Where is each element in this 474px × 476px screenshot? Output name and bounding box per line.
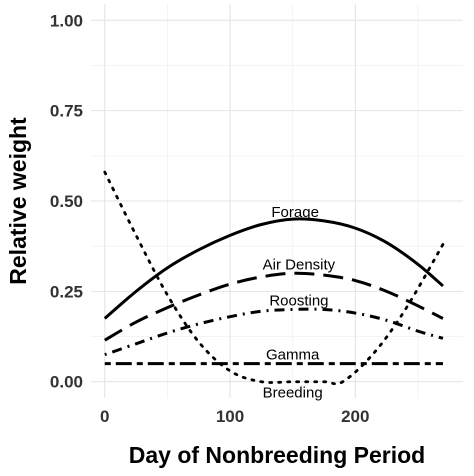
y-axis-title: Relative weight [5, 117, 31, 285]
series-line-forage [103, 217, 444, 320]
series-label: Forage [271, 204, 319, 221]
y-tick-label: 1.00 [50, 11, 83, 30]
grid [91, 4, 463, 398]
series-layer [103, 170, 445, 386]
x-tick-label: 0 [100, 407, 109, 426]
x-tick-label: 100 [216, 407, 244, 426]
y-tick-label: 0.75 [50, 102, 83, 121]
y-tick-label: 0.00 [50, 373, 83, 392]
tick-labels: 0.00 0.25 0.50 0.75 1.00 0 100 200 [50, 11, 370, 426]
y-tick-label: 0.25 [50, 282, 83, 301]
y-tick-label: 0.50 [50, 192, 83, 211]
x-axis-title: Day of Nonbreeding Period [129, 442, 425, 468]
series-line-air-density [104, 271, 444, 342]
x-tick-label: 200 [341, 407, 369, 426]
series-label: Gamma [266, 347, 320, 364]
series-label: Breeding [263, 385, 323, 402]
series-label: Air Density [263, 256, 336, 273]
series-line-roosting [104, 307, 444, 357]
series-label: Roosting [269, 292, 328, 309]
series-labels: Forage Air Density Roosting Gamma Breeding [263, 204, 336, 402]
